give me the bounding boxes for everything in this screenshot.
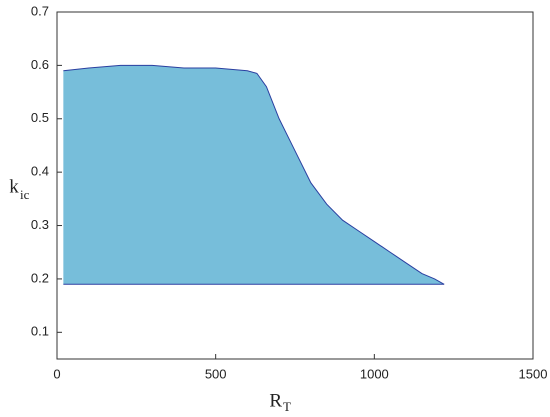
area (63, 65, 445, 285)
x-label: R (269, 390, 282, 411)
y-tick-label: 0.5 (31, 110, 49, 125)
y-tick-label: 0.6 (31, 57, 49, 72)
y-tick-label: 0.2 (31, 270, 49, 285)
x-tick-label: 1000 (360, 366, 389, 381)
x-tick-label: 500 (205, 366, 227, 381)
y-label: k (9, 176, 19, 197)
y-tick-label: 0.1 (31, 324, 49, 339)
y-tick-label: 0.7 (31, 3, 49, 18)
y-tick-label: 0.4 (31, 164, 49, 179)
y-tick-label: 0.3 (31, 217, 49, 232)
y-label-sub: ic (20, 187, 30, 202)
plot-frame (56, 11, 534, 360)
upper-edge (63, 64, 445, 285)
x-tick-label: 1500 (519, 366, 548, 381)
x-label-sub: T (283, 399, 291, 414)
x-tick-label: 0 (53, 366, 60, 381)
